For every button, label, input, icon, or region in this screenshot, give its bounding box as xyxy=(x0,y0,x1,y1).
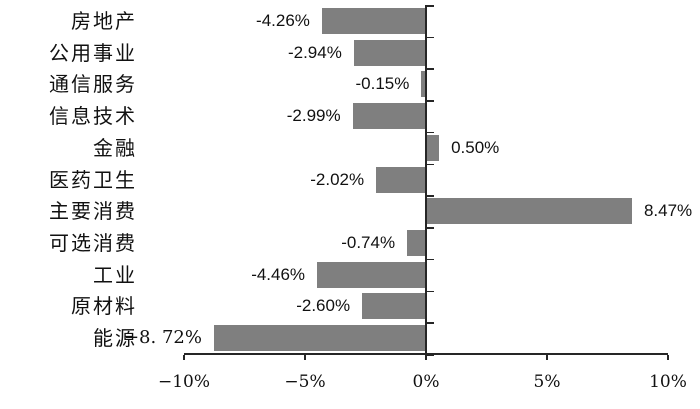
category-label: 工业 xyxy=(93,262,137,287)
value-label: -2.99% xyxy=(286,106,341,126)
category-label: 公用事业 xyxy=(49,40,137,65)
y-axis-tick xyxy=(427,290,434,293)
bar xyxy=(353,39,425,66)
x-tick-label: 10% xyxy=(649,372,687,392)
x-axis-tick xyxy=(304,355,306,360)
value-label: 0.50% xyxy=(451,137,500,157)
value-label: -4.26% xyxy=(256,10,310,30)
bar xyxy=(427,134,440,161)
bar xyxy=(321,7,425,34)
category-label: 金融 xyxy=(93,135,137,160)
y-axis-tick xyxy=(427,322,434,324)
category-label: 通信服务 xyxy=(49,72,137,97)
y-axis-tick xyxy=(427,195,434,197)
value-label: -0.74% xyxy=(341,232,396,252)
category-label: 房地产 xyxy=(71,8,137,33)
x-tick-label: 0% xyxy=(412,372,440,392)
x-axis-tick xyxy=(183,355,185,360)
x-axis-line xyxy=(184,353,668,355)
x-tick-label: −5% xyxy=(284,372,326,392)
value-label: -2.60% xyxy=(296,296,351,316)
y-axis-line xyxy=(425,5,427,354)
y-axis-tick xyxy=(427,36,434,39)
value-label: 8.47% xyxy=(643,201,693,221)
value-label: -4.46% xyxy=(251,264,306,284)
y-axis-tick xyxy=(427,258,434,261)
category-label: 可选消费 xyxy=(49,230,137,255)
bar xyxy=(317,261,425,288)
category-label: 原材料 xyxy=(71,294,137,319)
bar xyxy=(421,71,425,98)
category-label: 主要消费 xyxy=(49,199,137,224)
bar xyxy=(407,229,425,256)
x-axis-tick xyxy=(667,355,669,360)
value-label: -2.02% xyxy=(310,169,365,189)
category-label: 能源 xyxy=(93,326,137,351)
bar xyxy=(352,103,425,130)
y-axis-tick xyxy=(427,5,434,7)
value-label: -2.94% xyxy=(287,42,342,62)
value-label: -0.15% xyxy=(355,74,410,94)
x-tick-label: −10% xyxy=(157,372,211,392)
x-axis-tick xyxy=(546,355,548,360)
y-axis-tick xyxy=(427,227,434,229)
y-axis-tick xyxy=(427,163,434,166)
category-label: 信息技术 xyxy=(49,104,137,129)
category-label: 医药卫生 xyxy=(49,167,137,192)
value-label: −8. 72% xyxy=(123,327,202,349)
x-tick-label: 5% xyxy=(533,372,561,392)
bar xyxy=(362,293,425,320)
y-axis-tick xyxy=(427,68,434,70)
bar xyxy=(376,166,425,193)
y-axis-tick xyxy=(427,100,434,102)
bar xyxy=(213,325,425,352)
bar xyxy=(427,198,632,225)
x-axis-tick xyxy=(425,355,427,360)
y-axis-tick xyxy=(427,131,434,134)
